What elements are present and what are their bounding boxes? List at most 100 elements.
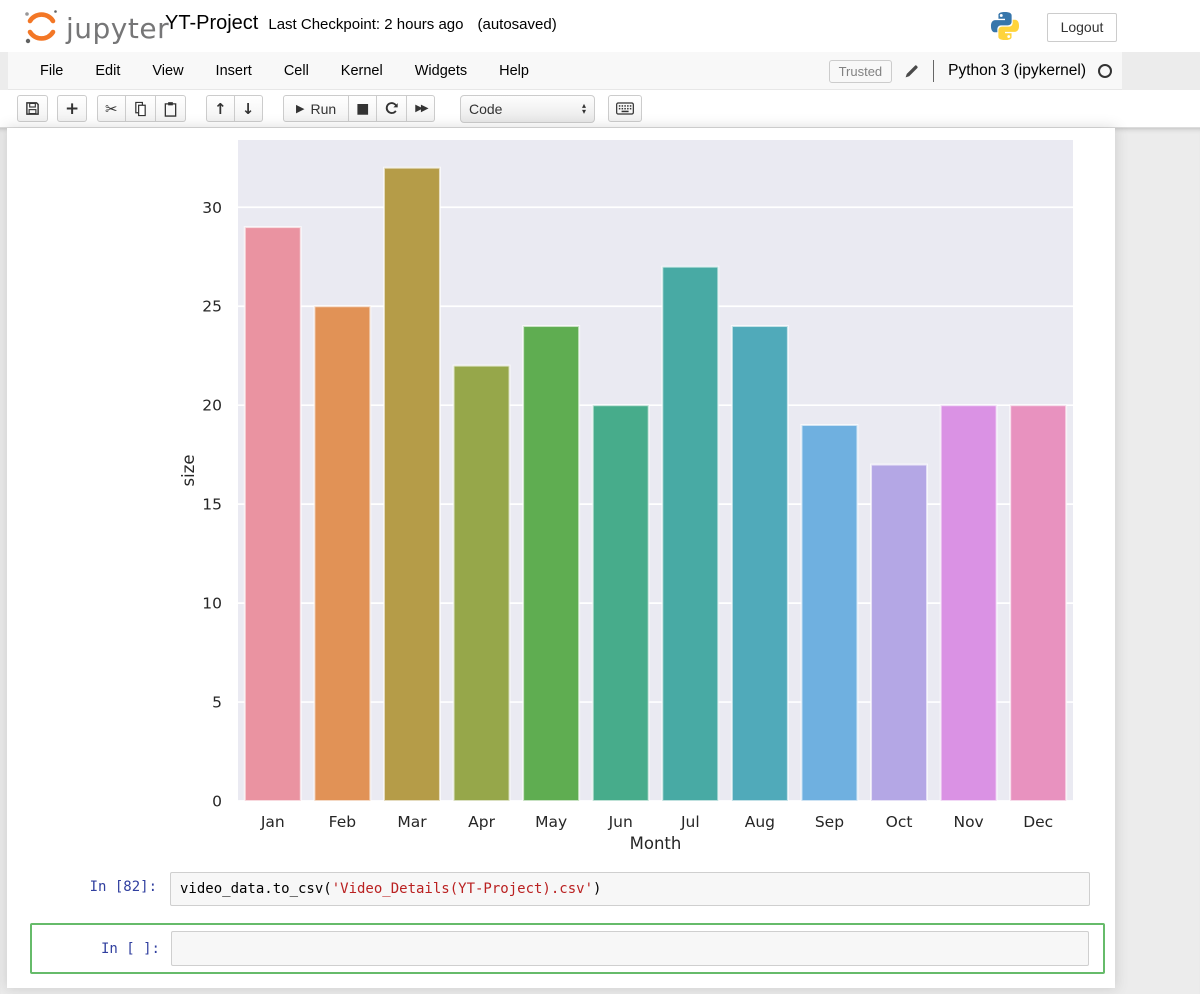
move-cell-down-button[interactable]: ↓ [234,95,263,122]
notebook-page: 0 5 10 15 20 25 30 Jan Feb Mar Apr May Jun Jul Aug Sep O… [7,128,1115,988]
bar-aug [730,325,789,802]
notebook-header: jupyter YT-Project Last Checkpoint: 2 ho… [0,0,1200,52]
y-tick-label: 20 [202,397,222,415]
cell-type-dropdown[interactable]: Code ▴ ▾ [460,95,595,123]
checkpoint-status: Last Checkpoint: 2 hours ago [268,16,464,33]
bar-jul [661,265,720,802]
code-token-plain: video_data.to_csv( [180,881,332,897]
x-tick-label: Nov [953,813,983,831]
bar-apr [452,364,511,802]
y-tick-label: 10 [202,595,222,613]
run-label: Run [310,100,337,117]
save-button[interactable] [17,95,48,122]
copy-icon [134,101,146,116]
bar-oct [870,463,929,802]
y-tick-label: 0 [212,793,222,811]
input-prompt: In [82]: [89,879,157,895]
selected-empty-cell[interactable]: In [ ]: [30,923,1105,974]
bar-jan [243,226,302,803]
y-axis-label: size [179,455,198,487]
menu-item-widgets[interactable]: Widgets [414,62,468,79]
run-button[interactable]: ▶ Run [283,95,350,122]
menubar-items: File Edit View Insert Cell Kernel Widgets Help [8,54,545,88]
play-icon: ▶ [296,102,305,115]
y-tick-label: 5 [212,694,222,712]
x-tick-label: Jul [680,813,700,831]
x-tick-label: Jan [260,813,285,831]
menu-item-insert[interactable]: Insert [215,62,252,79]
autosave-status: (autosaved) [477,16,557,33]
menu-item-help[interactable]: Help [499,62,529,79]
menu-item-view[interactable]: View [152,62,184,79]
interrupt-kernel-button[interactable]: ■ [349,95,378,122]
cut-cell-button[interactable]: ✂ [97,95,126,122]
x-tick-label: Apr [468,813,495,831]
jupyter-logo-text: jupyter [66,12,170,45]
menu-item-cell[interactable]: Cell [283,62,309,79]
bar-sep [800,423,859,802]
scissors-icon: ✂ [105,99,118,118]
python-logo-icon [988,9,1022,48]
bar-jun [591,404,650,802]
stop-icon: ■ [356,100,370,117]
x-tick-label: Aug [745,813,775,831]
input-prompt: In [ ]: [100,940,160,957]
code-cell[interactable]: In [82]: video_data.to_csv('Video_Detail… [7,872,1115,906]
x-tick-label: May [535,813,567,831]
empty-code-input-area[interactable] [171,931,1089,966]
x-tick-label: Feb [329,813,356,831]
fast-forward-icon: ▶▶ [415,103,428,114]
menubar: File Edit View Insert Cell Kernel Widgets Help … [8,52,1122,90]
bar-mar [382,166,441,802]
logout-button[interactable]: Logout [1047,13,1117,42]
plot-area [238,140,1073,801]
x-tick-label: Sep [815,813,844,831]
restart-icon [386,102,399,114]
arrow-up-icon: ↑ [214,99,227,118]
bar-may [522,325,581,802]
notebook-title[interactable]: YT-Project [165,12,259,34]
x-axis-label: Month [630,834,682,853]
bar-feb [313,305,372,802]
copy-cell-button[interactable] [125,95,156,122]
menu-item-kernel[interactable]: Kernel [340,62,383,79]
edit-mode-pencil-icon [904,64,919,79]
move-cell-up-button[interactable]: ↑ [206,95,235,122]
add-cell-button[interactable]: + [57,95,88,122]
x-tick-label: Dec [1023,813,1053,831]
trusted-badge: Trusted [828,59,893,83]
x-tick-label: Mar [397,813,427,831]
jupyter-logo-icon [20,5,62,52]
code-token-plain: ) [593,881,602,897]
y-tick-label: 25 [202,298,222,316]
y-tick-label: 15 [202,496,222,514]
x-tick-label: Jun [608,813,633,831]
chevron-updown-icon: ▴ ▾ [581,101,586,116]
restart-run-all-button[interactable]: ▶▶ [407,95,436,122]
code-line: video_data.to_csv('Video_Details(YT-Proj… [180,881,601,897]
code-token-string: 'Video_Details(YT-Project).csv' [331,881,594,897]
command-palette-button[interactable] [608,95,642,122]
save-icon [26,102,39,115]
notebook-container: 0 5 10 15 20 25 30 Jan Feb Mar Apr May Jun Jul Aug Sep O… [0,128,1200,994]
chart-output-image: 0 5 10 15 20 25 30 Jan Feb Mar Apr May Jun Jul Aug Sep O… [179,140,1073,853]
restart-kernel-button[interactable] [377,95,408,122]
toolbar: + ✂ ↑ ↓ ▶ Run ■ [0,90,1200,128]
plus-icon: + [65,98,80,119]
kernel-name: Python 3 (ipykernel) [948,62,1086,79]
menu-item-file[interactable]: File [40,62,64,79]
bar-dec [1009,404,1068,802]
x-tick-label: Oct [886,813,913,831]
bar-nov [939,404,998,802]
code-input-area[interactable]: video_data.to_csv('Video_Details(YT-Proj… [170,872,1090,906]
paste-cell-button[interactable] [155,95,186,122]
keyboard-icon [616,102,634,115]
jupyter-logo[interactable]: jupyter [20,5,169,52]
y-tick-label: 30 [202,199,222,217]
divider [933,60,935,82]
kernel-idle-icon [1098,64,1112,78]
cell-type-value: Code [469,101,503,117]
menu-item-edit[interactable]: Edit [95,62,121,79]
paste-icon [164,101,176,117]
arrow-down-icon: ↓ [241,99,255,118]
